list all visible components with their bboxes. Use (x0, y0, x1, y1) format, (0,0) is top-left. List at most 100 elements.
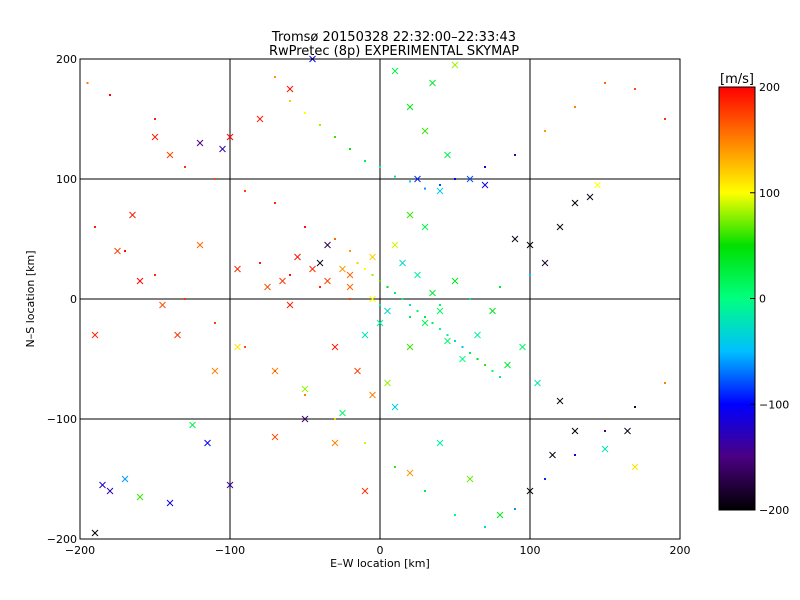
data-point-dot (409, 180, 411, 183)
data-point-dot (514, 154, 516, 156)
data-point-dot (454, 340, 456, 342)
data-point-dot (94, 226, 96, 228)
data-point-x (466, 175, 474, 183)
data-point-x (504, 361, 511, 369)
data-point-x (391, 241, 399, 249)
x-tick-label: 0 (377, 544, 384, 557)
data-point-dot (289, 100, 291, 102)
data-point-dot (604, 430, 606, 432)
data-point-x (406, 469, 414, 477)
data-point-x (376, 319, 384, 327)
data-point-x (519, 343, 526, 351)
data-point-dot (476, 358, 479, 360)
chart-title: Tromsø 20150328 22:32:00–22:33:43 (271, 30, 516, 45)
data-point-dot (454, 178, 456, 180)
x-tick-label: −100 (215, 544, 245, 557)
data-point-dot (499, 376, 501, 378)
data-point-x (309, 265, 316, 273)
data-point-x (444, 151, 451, 159)
data-point-dot (349, 148, 351, 150)
data-point-dot (214, 178, 216, 180)
data-point-x (324, 241, 331, 249)
data-point-x (459, 355, 466, 363)
data-point-x (204, 439, 211, 447)
data-point-x (226, 481, 234, 489)
data-point-x (549, 451, 556, 459)
colorbar-tick-label: −100 (759, 398, 789, 411)
data-point-dot (386, 286, 389, 288)
data-point-dot (334, 238, 336, 240)
x-tick-label: 200 (670, 544, 691, 557)
data-point-dot (424, 490, 426, 492)
data-point-x (114, 247, 121, 255)
y-tick-label: −100 (47, 413, 77, 426)
data-point-x (234, 265, 241, 273)
data-point-x (496, 511, 504, 519)
data-point-dot (424, 187, 426, 190)
data-point-x (481, 181, 489, 189)
data-point-dot (394, 292, 396, 294)
data-point-dot (304, 394, 306, 396)
data-point-dot (304, 226, 306, 228)
data-point-dot (349, 298, 351, 300)
y-tick-label: 0 (70, 293, 77, 306)
x-axis-label: E–W location [km] (330, 557, 430, 570)
data-point-x (436, 187, 444, 195)
data-point-dot (214, 322, 216, 324)
data-point-x (211, 367, 219, 375)
data-point-dot (244, 190, 246, 192)
data-point-x (511, 235, 519, 243)
data-point-x (414, 175, 421, 183)
data-point-dot (154, 274, 156, 276)
data-point-x (151, 133, 159, 141)
data-point-x (331, 343, 339, 351)
data-point-dot (439, 184, 441, 186)
data-point-x (421, 319, 429, 327)
data-point-dot (364, 268, 366, 270)
data-markers (86, 55, 666, 537)
data-point-dot (334, 418, 336, 420)
data-point-x (489, 307, 496, 315)
data-point-x (91, 331, 99, 339)
colorbar-tick-label: 200 (759, 81, 780, 94)
data-point-dot (574, 454, 576, 456)
data-point-dot (409, 316, 411, 318)
data-point-dot (184, 298, 186, 300)
data-point-dot (274, 202, 276, 204)
data-point-x (346, 283, 354, 291)
data-point-x (331, 439, 339, 447)
data-point-x (271, 433, 279, 441)
data-point-x (369, 391, 376, 399)
data-point-x (196, 139, 204, 147)
data-point-dot (634, 406, 636, 408)
data-point-x (361, 487, 369, 495)
data-point-dot (379, 166, 381, 168)
data-point-x (166, 499, 174, 507)
data-point-x (166, 151, 174, 159)
data-point-x (556, 397, 564, 405)
data-point-x (451, 277, 459, 285)
data-point-dot (484, 364, 486, 366)
data-point-dot (401, 298, 404, 300)
data-point-dot (574, 106, 576, 108)
data-point-x (631, 463, 639, 471)
data-point-dot (664, 382, 666, 384)
data-point-x (129, 211, 136, 219)
data-point-dot (379, 304, 381, 306)
data-point-x (99, 481, 106, 489)
data-point-x (369, 295, 376, 303)
data-point-x (526, 487, 534, 495)
data-point-x (286, 301, 294, 309)
data-point-dot (529, 274, 531, 276)
data-point-x (391, 403, 399, 411)
data-point-dot (409, 304, 411, 306)
data-point-dot (491, 370, 494, 372)
data-point-dot (371, 274, 374, 276)
data-point-x (219, 145, 226, 153)
y-tick-label: −200 (47, 533, 77, 546)
data-point-x (361, 331, 369, 339)
data-point-x (436, 307, 444, 315)
data-point-dot (484, 166, 486, 168)
data-point-dot (544, 478, 546, 480)
data-point-x (414, 271, 421, 279)
